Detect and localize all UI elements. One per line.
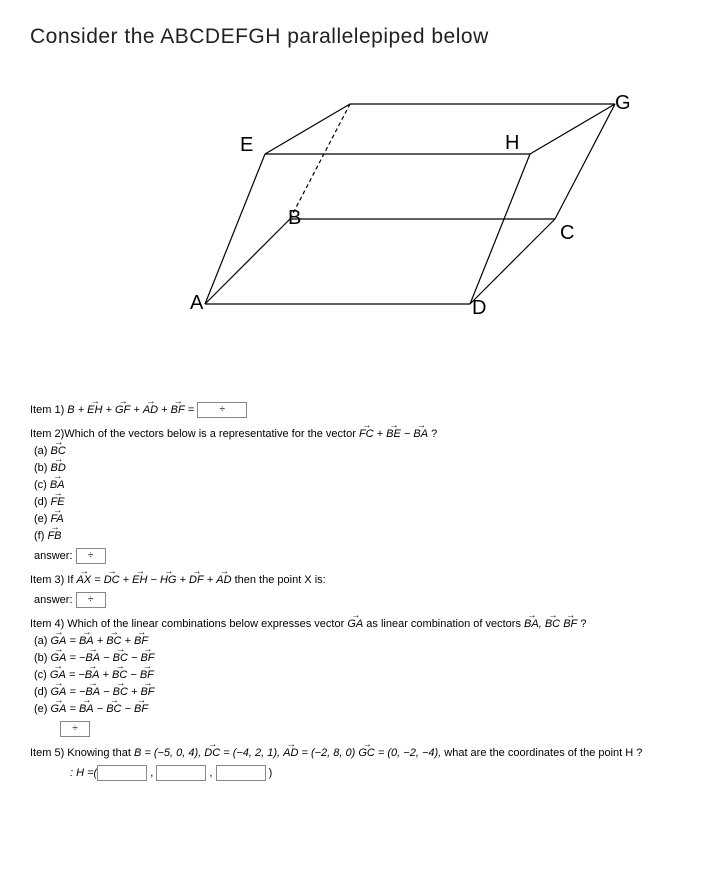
item-2-options: (a) BC (b) BD (c) BA (d) FE (e) FA (f) F… — [34, 445, 690, 542]
parallelepiped-diagram: A B C D E F G H — [30, 89, 690, 332]
item-5: Item 5) Knowing that B = (−5, 0, 4), DC … — [30, 747, 690, 781]
item-3-answer-label: answer: — [34, 594, 73, 606]
svg-text:E: E — [240, 134, 253, 156]
item-5-label: Item 5) — [30, 747, 64, 759]
svg-text:A: A — [190, 292, 204, 314]
item-5-x-input[interactable] — [97, 765, 147, 781]
svg-text:B: B — [288, 207, 301, 229]
item-2-answer-label: answer: — [34, 550, 73, 562]
item-4: Item 4) Which of the linear combinations… — [30, 618, 690, 737]
item-1: Item 1) B + EH + GF + AD + BF = ÷ — [30, 402, 690, 418]
item-4-options: (a) GA = BA + BC + BF(b) GA = −BA − BC −… — [34, 635, 690, 715]
svg-text:H: H — [505, 132, 519, 154]
svg-text:F: F — [362, 89, 374, 94]
item-2-answer-input[interactable]: ÷ — [76, 548, 106, 564]
item-5-y-input[interactable] — [156, 765, 206, 781]
item-2-question: Which of the vectors below is a represen… — [64, 428, 356, 440]
item-2: Item 2)Which of the vectors below is a r… — [30, 428, 690, 564]
item-1-label: Item 1) — [30, 404, 64, 416]
item-1-input[interactable]: ÷ — [197, 402, 247, 418]
item-3: Item 3) If AX = DC + EH − HG + DF + AD t… — [30, 574, 690, 608]
svg-text:C: C — [560, 222, 574, 244]
item-4-answer-input[interactable]: ÷ — [60, 721, 90, 737]
item-5-z-input[interactable] — [216, 765, 266, 781]
item-1-expr: B + EH + GF + AD + BF = — [67, 404, 197, 416]
item-3-label: Item 3) — [30, 574, 64, 586]
svg-text:D: D — [472, 297, 486, 319]
page-title: Consider the ABCDEFGH parallelepiped bel… — [30, 25, 690, 49]
svg-text:G: G — [615, 92, 630, 114]
item-3-answer-input[interactable]: ÷ — [76, 592, 106, 608]
